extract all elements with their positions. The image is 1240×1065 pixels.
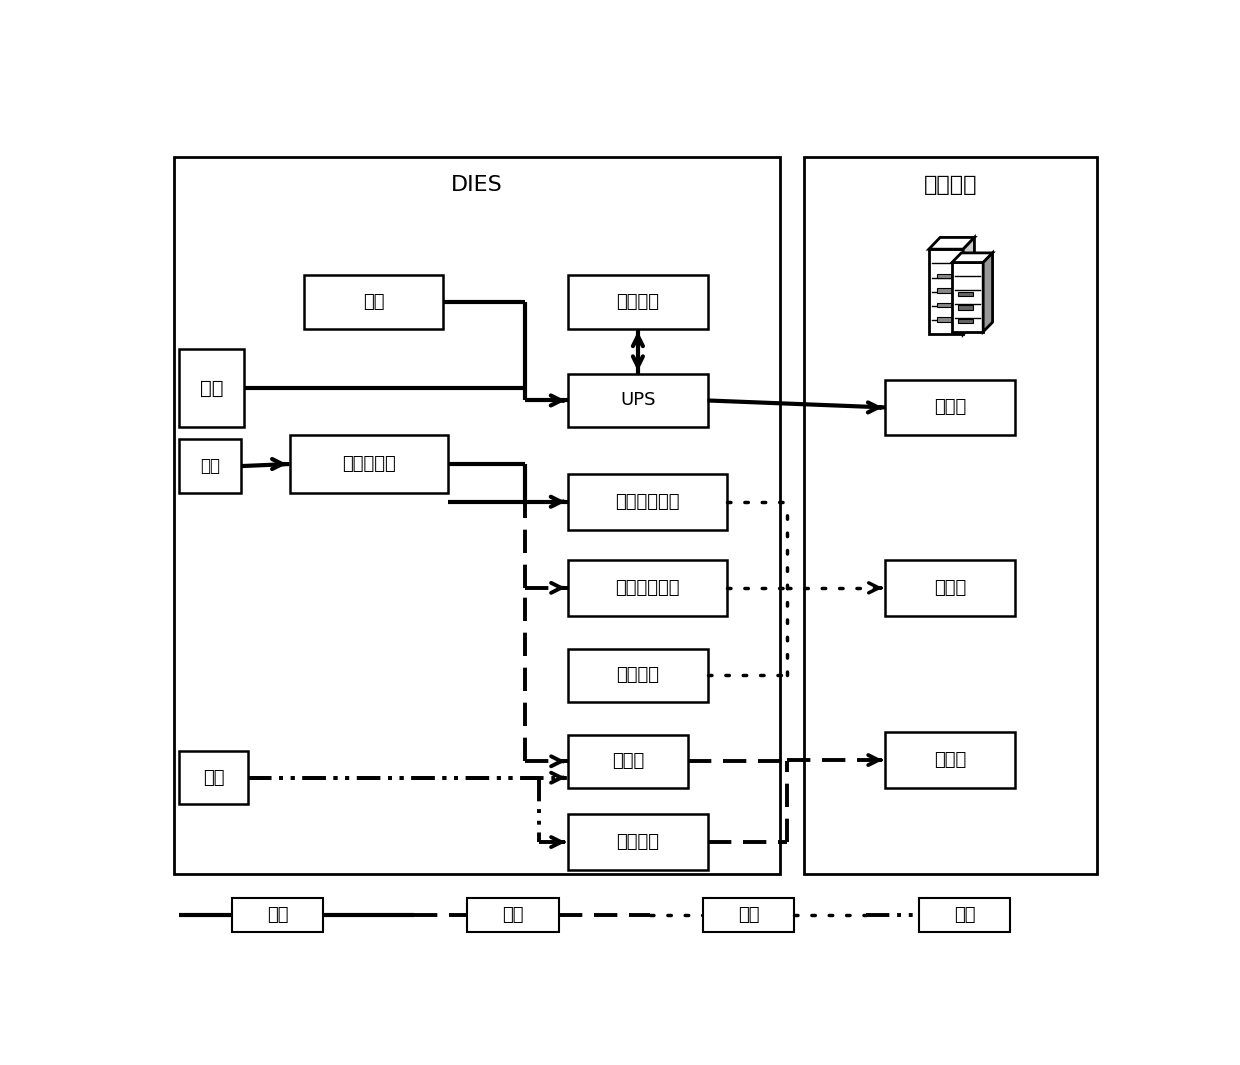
Text: 热负荷: 热负荷 xyxy=(934,751,966,769)
Bar xyxy=(885,732,1016,788)
Text: 换热器: 换热器 xyxy=(613,752,645,770)
Text: 光伏: 光伏 xyxy=(363,293,384,311)
Bar xyxy=(952,262,983,332)
Bar xyxy=(936,274,956,278)
Polygon shape xyxy=(929,237,975,249)
Text: 储能电池: 储能电池 xyxy=(616,293,660,311)
Polygon shape xyxy=(952,252,992,262)
Bar xyxy=(957,292,973,296)
Text: 燃气: 燃气 xyxy=(203,769,224,787)
Polygon shape xyxy=(983,252,992,332)
Bar xyxy=(919,898,1011,932)
Text: 热能: 热能 xyxy=(502,906,523,924)
Bar xyxy=(957,320,973,324)
Text: 燃气内燃机: 燃气内燃机 xyxy=(342,455,396,473)
Bar xyxy=(568,735,688,788)
Bar xyxy=(885,379,1016,436)
Bar xyxy=(568,374,708,427)
Text: 吸收式制冷机: 吸收式制冷机 xyxy=(615,579,680,596)
Bar xyxy=(290,436,448,493)
Text: 冷能: 冷能 xyxy=(738,906,759,924)
Text: 电能: 电能 xyxy=(267,906,288,924)
Text: DIES: DIES xyxy=(451,176,502,195)
Text: 电网: 电网 xyxy=(200,379,223,397)
Bar xyxy=(957,306,973,310)
Bar xyxy=(703,898,794,932)
Bar xyxy=(885,560,1016,616)
Text: 燃气锅炉: 燃气锅炉 xyxy=(616,833,660,851)
Bar xyxy=(179,440,242,493)
Text: 燃气: 燃气 xyxy=(954,906,976,924)
Text: 离心式制冷机: 离心式制冷机 xyxy=(615,493,680,511)
Text: 燃气: 燃气 xyxy=(200,457,221,475)
Bar xyxy=(467,898,558,932)
Text: 储冷单元: 储冷单元 xyxy=(616,667,660,684)
Text: 数据中心: 数据中心 xyxy=(924,176,977,195)
Bar xyxy=(568,560,727,616)
Text: 冷负荷: 冷负荷 xyxy=(934,579,966,596)
Bar xyxy=(929,249,963,334)
Bar xyxy=(936,289,956,293)
Text: UPS: UPS xyxy=(620,392,656,409)
Bar xyxy=(179,751,248,804)
Bar xyxy=(174,157,780,874)
Bar xyxy=(179,349,244,427)
Bar xyxy=(568,814,708,870)
Bar xyxy=(804,157,1096,874)
Text: 电负荷: 电负荷 xyxy=(934,398,966,416)
Bar xyxy=(568,276,708,329)
Bar xyxy=(936,302,956,307)
Bar xyxy=(568,474,727,529)
Bar xyxy=(568,649,708,702)
Polygon shape xyxy=(963,237,975,334)
Bar xyxy=(232,898,324,932)
Bar xyxy=(304,276,444,329)
Bar xyxy=(936,317,956,322)
